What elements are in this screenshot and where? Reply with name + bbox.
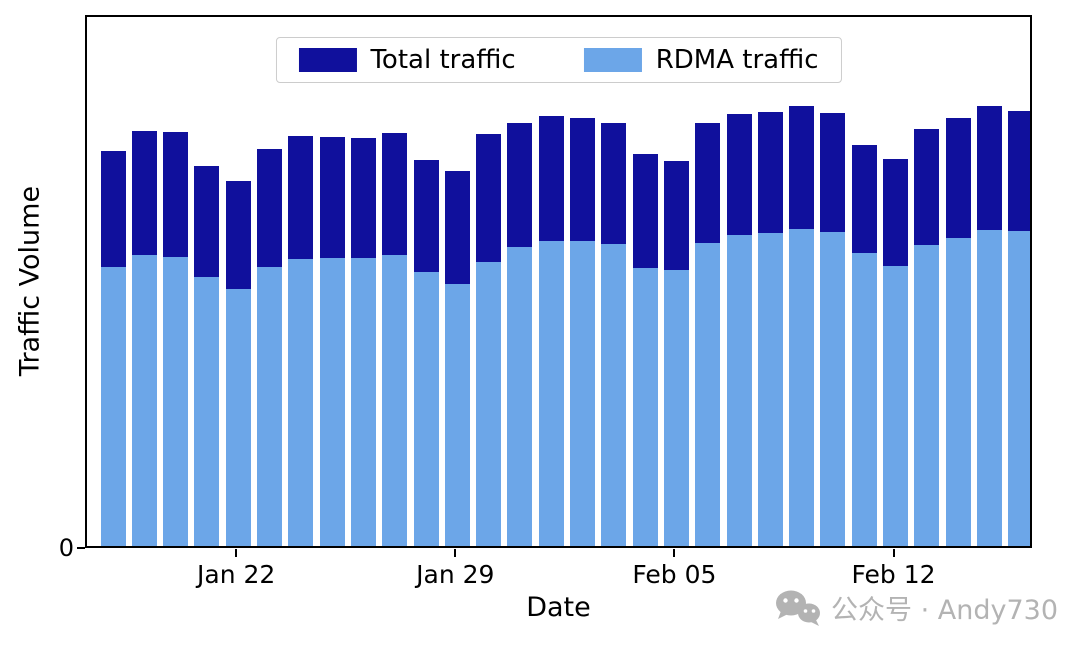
- bar-rdma-traffic: [413, 271, 439, 546]
- x-tick-mark: [454, 549, 457, 557]
- bar-rdma-traffic: [726, 235, 752, 546]
- bar-rdma-traffic: [100, 267, 126, 546]
- bar-rdma-traffic: [695, 243, 721, 546]
- bar-rdma-traffic: [914, 245, 940, 546]
- x-tick-label: Jan 29: [416, 560, 495, 589]
- bar-rdma-traffic: [976, 230, 1002, 546]
- x-tick-mark: [235, 549, 238, 557]
- bar-rdma-traffic: [601, 244, 627, 546]
- bar-rdma-traffic: [131, 255, 157, 546]
- bar-rdma-traffic: [319, 258, 345, 546]
- bar-rdma-traffic: [257, 267, 282, 546]
- bar-rdma-traffic: [194, 277, 220, 546]
- bar-rdma-traffic: [225, 288, 251, 546]
- plot-area: Total traffic RDMA traffic: [85, 15, 1032, 548]
- y-tick-mark-zero: [77, 547, 85, 549]
- bar-rdma-traffic: [476, 261, 502, 546]
- bar-rdma-traffic: [570, 241, 595, 546]
- x-tick-mark: [892, 549, 895, 557]
- wechat-icon: [776, 590, 821, 626]
- legend: Total traffic RDMA traffic: [275, 37, 842, 83]
- bar-rdma-traffic: [1008, 231, 1030, 546]
- bar-rdma-traffic: [945, 237, 971, 546]
- bar-rdma-traffic: [507, 247, 533, 546]
- legend-swatch-total-traffic: [298, 48, 357, 72]
- x-tick-mark: [673, 549, 676, 557]
- bar-rdma-traffic: [820, 232, 846, 546]
- x-tick-label: Feb 05: [632, 560, 717, 589]
- bar-rdma-traffic: [757, 233, 783, 546]
- x-axis-label: Date: [526, 592, 591, 623]
- bar-rdma-traffic: [789, 228, 815, 546]
- legend-label-rdma-traffic: RDMA traffic: [655, 45, 819, 75]
- bar-rdma-traffic: [163, 257, 189, 546]
- bar-rdma-traffic: [632, 268, 658, 546]
- bar-rdma-traffic: [883, 266, 908, 546]
- bar-rdma-traffic: [288, 259, 314, 546]
- bar-rdma-traffic: [538, 241, 564, 546]
- x-tick-label: Feb 12: [851, 560, 936, 589]
- bar-rdma-traffic: [851, 253, 877, 546]
- watermark: 公众号 · Andy730: [775, 588, 1058, 627]
- legend-label-total-traffic: Total traffic: [370, 45, 516, 75]
- bar-rdma-traffic: [382, 255, 408, 546]
- legend-swatch-rdma-traffic: [583, 48, 642, 72]
- bar-rdma-traffic: [444, 284, 470, 546]
- bar-rdma-traffic: [350, 258, 376, 546]
- y-tick-label-zero: 0: [58, 534, 74, 562]
- bar-rdma-traffic: [663, 269, 689, 546]
- y-axis-label: Traffic Volume: [14, 185, 46, 377]
- x-tick-label: Jan 22: [197, 560, 276, 589]
- watermark-text: 公众号 · Andy730: [831, 595, 1058, 626]
